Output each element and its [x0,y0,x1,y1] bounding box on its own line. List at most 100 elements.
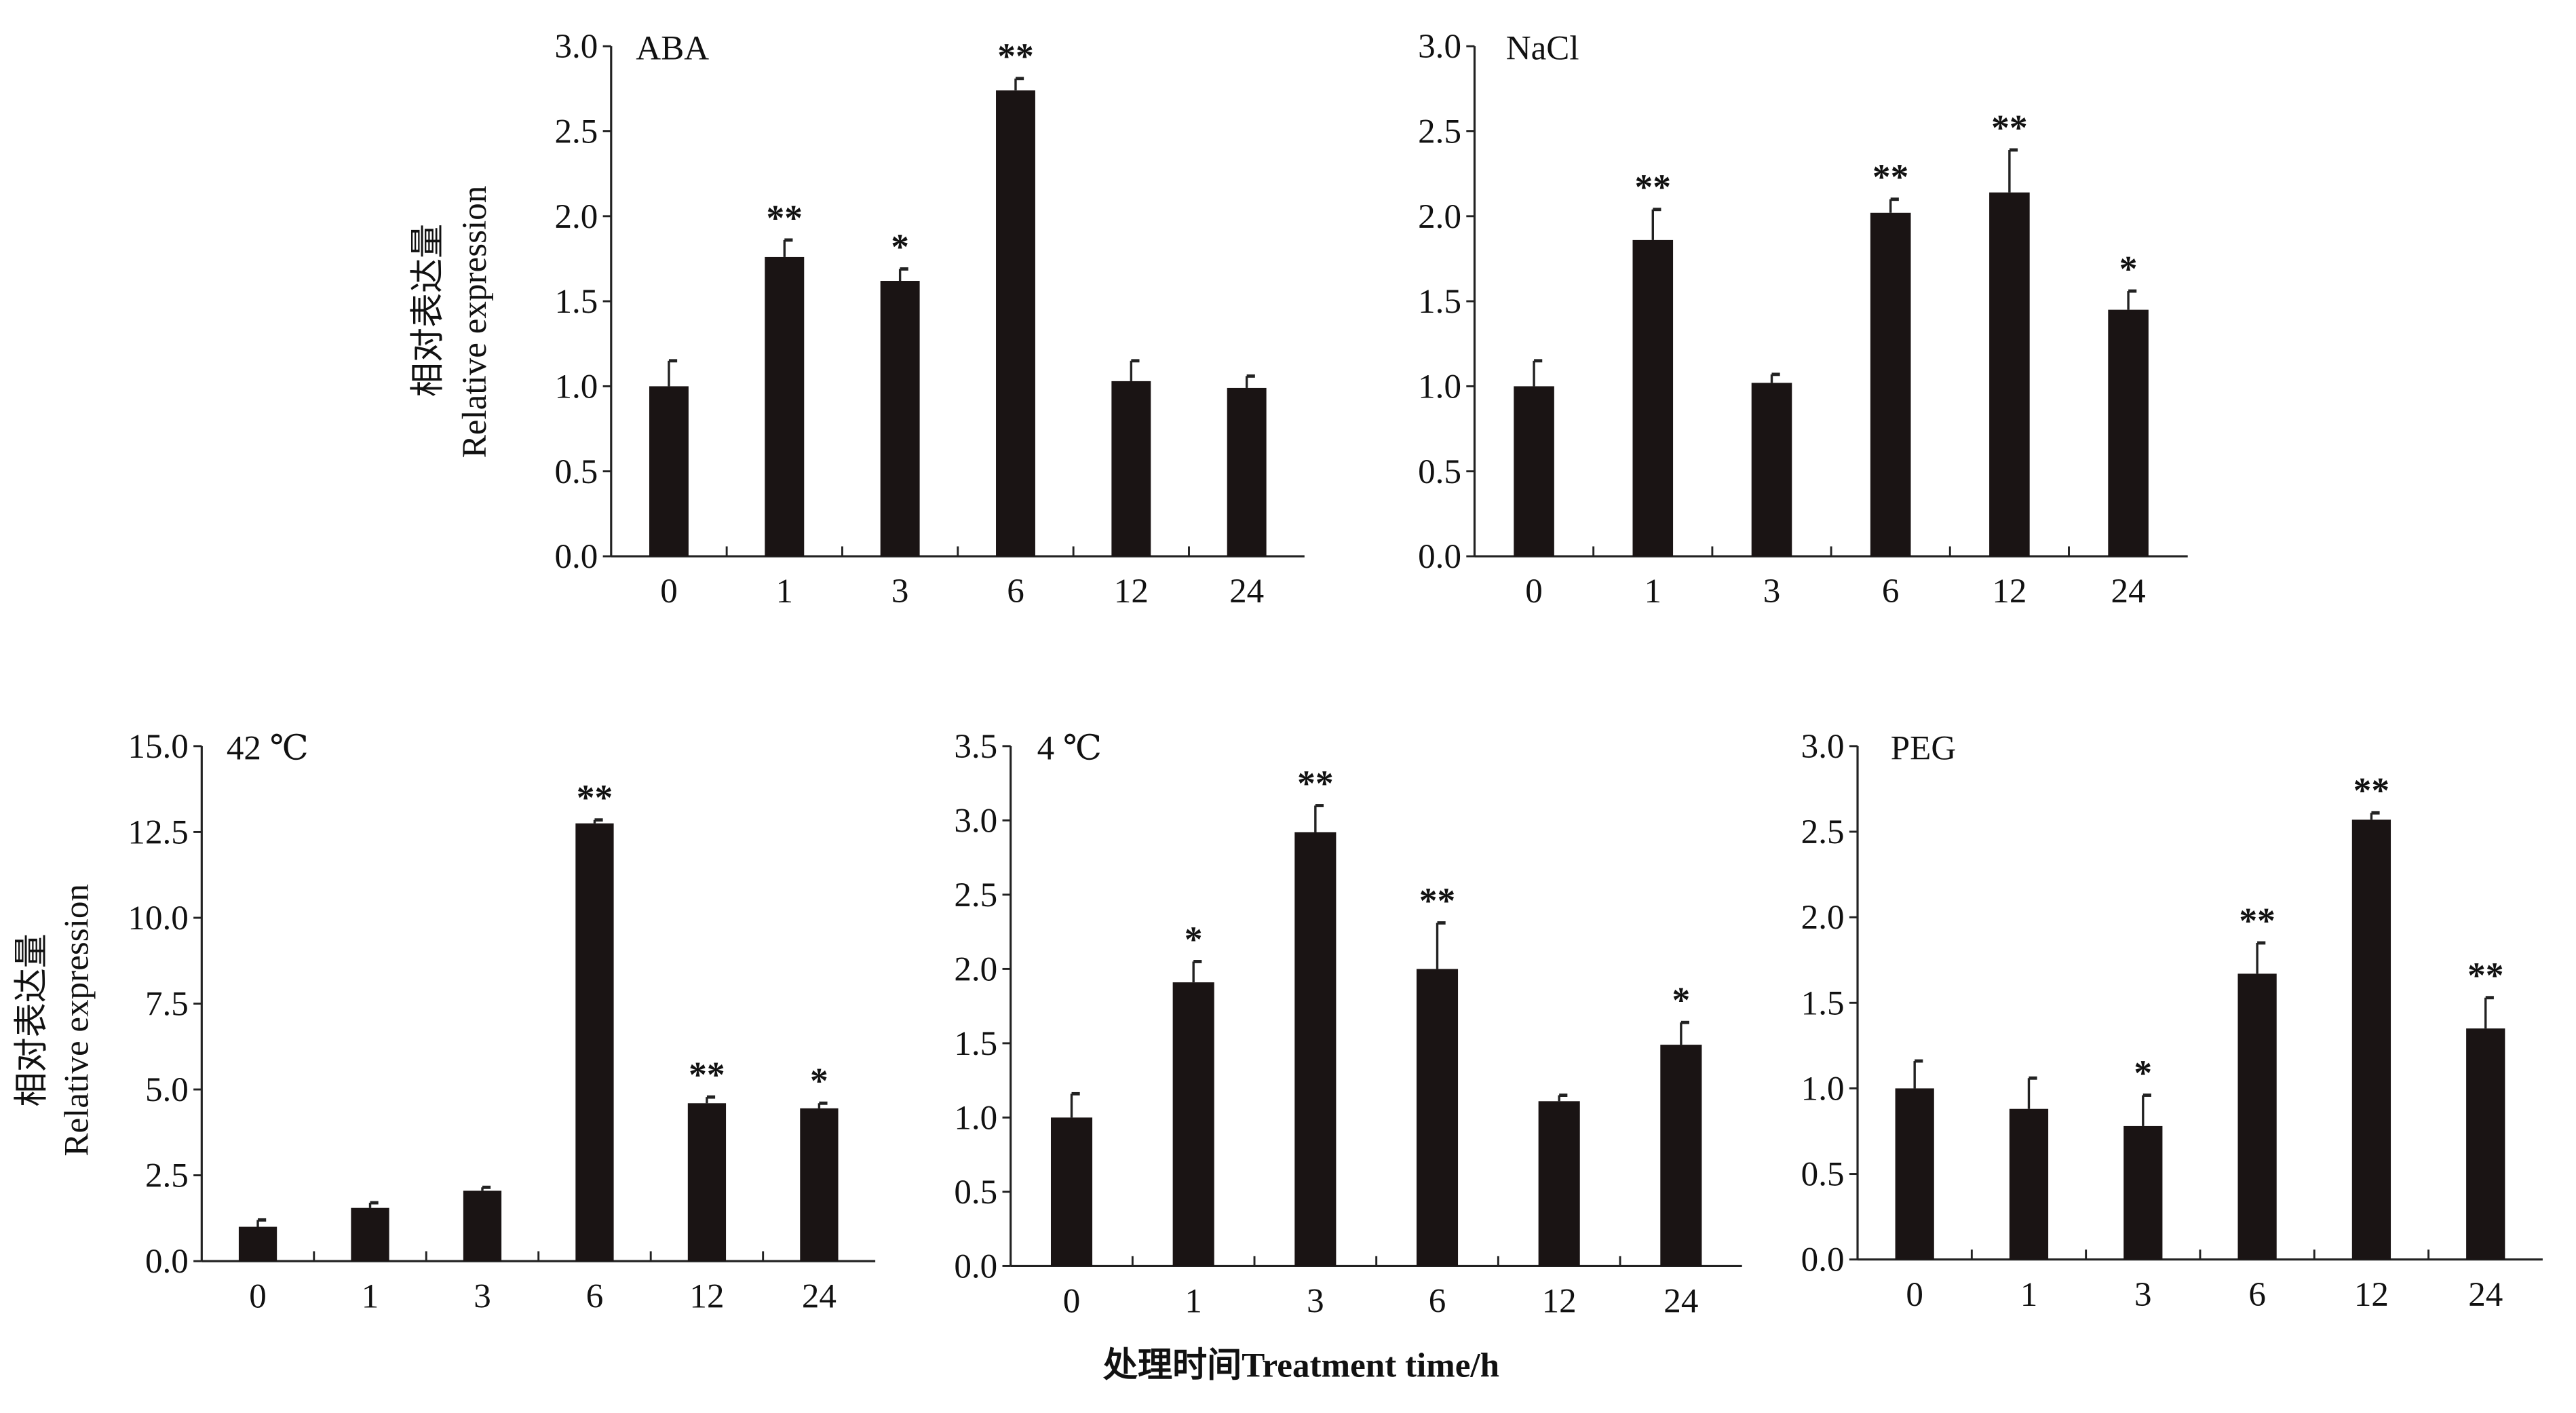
y-tick-label: 5.0 [145,1070,189,1109]
bar [1172,982,1214,1266]
significance-label: ** [2467,955,2504,996]
y-tick-label: 2.5 [1801,813,1845,851]
y-tick-label: 2.5 [145,1157,189,1195]
significance-label: * [1185,919,1203,960]
significance-label: ** [577,777,613,818]
y-tick-label: 3.0 [554,27,598,66]
x-tick-label: 6 [1882,572,1900,611]
significance-label: ** [1635,167,1672,208]
y-tick-label: 10.0 [128,899,188,937]
y-tick-label: 1.5 [554,282,598,321]
bar [2108,309,2149,557]
x-tick-label: 0 [249,1277,267,1315]
x-tick-label: 0 [1525,572,1543,611]
ylabel-bottom: 相对表达量 Relative expression [13,884,96,1157]
x-tick-label: 12 [1114,572,1149,611]
x-tick-label: 6 [586,1277,604,1315]
chart-panel: 0.0 0.5 1.0 1.5 2.0 2.5 3.0 NaCl 0 ** 1 3 ** 6 ** 12 * 24 [1418,27,2188,611]
y-tick-label: 2.0 [954,950,997,988]
significance-label: ** [1991,107,2028,148]
y-tick-label: 3.0 [1418,27,1461,66]
y-tick-label: 2.0 [1418,197,1461,236]
y-tick-label: 0.5 [554,452,598,491]
x-tick-label: 1 [1645,572,1662,611]
y-tick-label: 2.5 [954,876,997,914]
panel-title: 42 ℃ [227,729,309,767]
y-tick-label: 0.5 [1418,452,1461,491]
y-tick-label: 1.5 [954,1024,997,1063]
x-tick-label: 3 [2134,1275,2152,1314]
panel-title: NaCl [1506,29,1579,68]
chart-panel: 0.0 0.5 1.0 1.5 2.0 2.5 3.0 3.5 4 ℃ 0 * 1 ** 3 ** 6 12 * 2… [954,727,1742,1321]
y-tick-label: 2.5 [554,112,598,151]
bar [996,90,1035,557]
y-tick-label: 0.0 [145,1242,189,1281]
y-tick-label: 2.0 [1801,898,1845,937]
bar [2123,1125,2163,1260]
bar [2237,973,2277,1260]
x-tick-label: 1 [362,1277,379,1315]
x-tick-label: 3 [1307,1282,1324,1321]
bar [238,1226,277,1262]
y-tick-label: 15.0 [128,727,188,766]
y-tick-label: 3.0 [1801,727,1845,766]
y-tick-label: 3.0 [954,801,997,840]
significance-label: ** [689,1055,725,1096]
x-tick-label: 0 [660,572,678,611]
panel-title: ABA [636,29,709,68]
x-tick-label: 24 [2111,572,2146,611]
bar [2466,1028,2505,1260]
bar [351,1207,389,1262]
x-tick-label: 6 [1007,572,1024,611]
x-tick-label: 3 [891,572,909,611]
significance-label: ** [997,36,1034,77]
significance-label: * [1672,980,1690,1021]
bar [1870,212,1911,557]
significance-label: * [2134,1053,2152,1093]
bar [1895,1088,1934,1260]
bar [1660,1045,1702,1266]
y-tick-label: 12.5 [128,813,188,851]
x-tick-label: 1 [1185,1282,1202,1321]
bar [2009,1108,2049,1260]
x-tick-label: 24 [1229,572,1264,611]
panel-title: 4 ℃ [1037,729,1102,767]
y-tick-label: 1.5 [1418,282,1461,321]
bar [1050,1117,1093,1266]
x-tick-label: 0 [1063,1282,1081,1321]
bar [2351,819,2391,1260]
y-tick-label: 2.0 [554,197,598,236]
y-tick-label: 1.5 [1801,984,1845,1022]
bar [1294,832,1337,1266]
x-tick-label: 1 [776,572,794,611]
y-tick-label: 3.5 [954,727,997,766]
chart-panel: 0.0 0.5 1.0 1.5 2.0 2.5 3.0 ABA 0 ** 1 * 3 ** 6 12 24 [554,27,1305,611]
bar [1751,383,1792,557]
x-tick-label: 24 [1664,1282,1698,1321]
y-tick-label: 0.0 [1801,1241,1845,1279]
panel-title: PEG [1891,729,1957,767]
y-tick-label: 0.0 [954,1247,997,1285]
x-tick-label: 3 [1763,572,1781,611]
significance-label: ** [767,197,803,238]
x-tick-label: 12 [2354,1275,2389,1314]
bar [1416,969,1459,1266]
ylabel-en-bottom: Relative expression [57,884,96,1157]
x-tick-label: 3 [474,1277,491,1315]
significance-label: * [2119,248,2138,289]
y-tick-label: 0.0 [1418,537,1461,576]
y-tick-label: 7.5 [145,985,189,1024]
y-tick-label: 1.0 [1801,1069,1845,1108]
ylabel-top: 相对表达量 Relative expression [409,186,494,459]
bar [880,281,920,557]
y-tick-label: 2.5 [1418,112,1461,151]
x-tick-label: 6 [1429,1282,1446,1321]
y-tick-label: 1.0 [554,367,598,406]
bar [649,386,689,557]
ylabel-en-top: Relative expression [455,186,494,459]
bar [1111,381,1151,557]
bar [1538,1101,1580,1266]
x-tick-label: 12 [1542,1282,1577,1321]
significance-label: ** [2239,900,2275,941]
